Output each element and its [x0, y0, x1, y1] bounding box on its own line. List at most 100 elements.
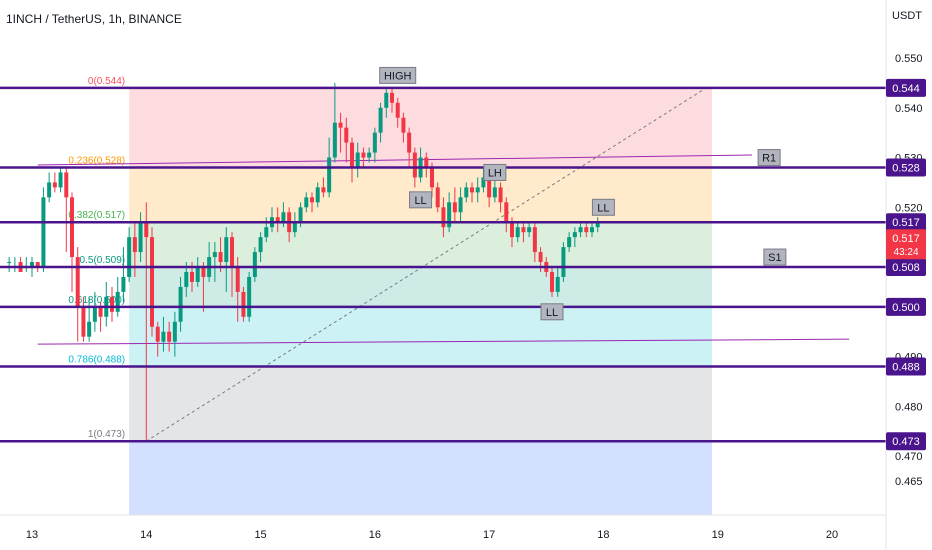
x-tick-label: 17 — [483, 529, 495, 541]
candle-body — [475, 187, 480, 193]
candle-body — [584, 227, 589, 233]
trend-lines — [37, 87, 850, 442]
candle-body — [264, 227, 269, 238]
candle-body — [510, 222, 514, 238]
candle-body — [344, 127, 349, 143]
candle-body — [138, 222, 143, 253]
fib-band — [129, 366, 713, 442]
trend-line — [37, 338, 850, 345]
x-tick-label: 18 — [597, 529, 609, 541]
candle-body — [310, 197, 314, 203]
candle-body — [430, 167, 434, 188]
candle-body — [7, 262, 12, 264]
candle-body — [452, 202, 457, 213]
y-tick-label: 0.550 — [895, 53, 923, 65]
candle-body — [230, 237, 234, 268]
annotation-box — [483, 163, 507, 181]
candle-body — [47, 182, 52, 198]
y-tick-label: 0.470 — [895, 451, 923, 463]
candle-body — [292, 222, 297, 233]
candle-body — [81, 306, 86, 337]
candle-body — [218, 252, 223, 263]
candle-body — [178, 286, 183, 322]
candle-body — [161, 331, 166, 342]
annotation-box — [540, 303, 564, 321]
candle-body — [355, 152, 360, 168]
candle-body — [435, 187, 440, 208]
annotation-label: S1 — [768, 252, 781, 264]
x-tick-label: 14 — [140, 529, 152, 541]
candle-body — [441, 207, 446, 228]
candle-body — [172, 321, 177, 342]
candle-body — [201, 267, 206, 277]
candle-body — [532, 227, 537, 253]
price-tag — [886, 258, 926, 277]
candle-body — [595, 222, 600, 228]
level-lines — [0, 86, 886, 443]
candle-body — [190, 271, 194, 282]
current-price-label: 0.517 — [892, 233, 920, 245]
fib-labels: 0(0.544) 0.236(0.528) 0.382(0.517) 0.5(0.50… — [68, 76, 125, 440]
annotation-box — [409, 191, 433, 209]
fib-level-label: 1(0.473) — [88, 429, 125, 440]
candle-body — [52, 182, 57, 188]
candle-body — [321, 187, 326, 193]
candle-body — [315, 187, 320, 203]
annotation-box — [757, 149, 781, 167]
price-tag — [886, 297, 926, 316]
candle-body — [121, 276, 126, 292]
candle-body — [258, 237, 263, 253]
candle-body — [504, 202, 509, 223]
candle-body — [150, 237, 154, 327]
price-tag — [886, 432, 926, 451]
candle-body — [338, 122, 343, 128]
annotation-label: LH — [488, 167, 502, 179]
candle-body — [110, 296, 114, 312]
price-tag-label: 0.473 — [892, 436, 920, 448]
y-tick-label: 0.540 — [895, 103, 923, 115]
price-tag-label: 0.500 — [892, 302, 920, 314]
price-tag — [886, 78, 926, 97]
candle-body — [304, 197, 309, 208]
annotation-label: LL — [597, 202, 609, 214]
fib-level-label: 0.236(0.528) — [68, 155, 125, 166]
fib-band — [129, 306, 713, 367]
candle-body — [458, 197, 463, 213]
candle-body — [70, 197, 74, 258]
candle-body — [487, 177, 492, 198]
candle-body — [538, 252, 543, 263]
candle-body — [275, 217, 280, 223]
x-tick-label: 19 — [712, 529, 724, 541]
annotation-box — [591, 198, 615, 216]
candle-body — [167, 331, 172, 342]
fib-level-label: 0.382(0.517) — [68, 210, 125, 221]
candle-body — [298, 207, 303, 223]
annotation-label: R1 — [762, 153, 776, 165]
candle-body — [35, 262, 40, 268]
y-tick-label: 0.465 — [895, 476, 923, 488]
annotation-box — [379, 66, 417, 84]
annotation-label: LL — [414, 195, 426, 207]
candle-body — [572, 232, 577, 238]
price-tag-label: 0.508 — [892, 262, 920, 274]
annotation-label: HIGH — [384, 70, 412, 82]
annotation-label: LL — [546, 307, 558, 319]
fib-band — [129, 222, 713, 268]
candle-body — [212, 252, 217, 258]
candle-body — [515, 227, 520, 238]
chart-title: 1INCH / TetherUS, 1h, BINANCE — [6, 12, 182, 26]
candle-body — [132, 237, 137, 253]
candle-body — [424, 157, 429, 168]
candle-body — [75, 257, 80, 307]
candle-body — [247, 276, 252, 317]
price-axis: 0.5500.5400.5300.5200.5100.5000.4900.480… — [885, 0, 926, 550]
candle-body — [58, 172, 63, 188]
countdown-label: 43:24 — [893, 247, 918, 258]
fib-band — [129, 267, 713, 307]
fib-level-label: 0(0.544) — [88, 76, 125, 87]
candle-body — [378, 107, 383, 133]
candle-body — [155, 326, 160, 342]
candle-body — [521, 227, 526, 233]
candle-body — [498, 187, 503, 203]
